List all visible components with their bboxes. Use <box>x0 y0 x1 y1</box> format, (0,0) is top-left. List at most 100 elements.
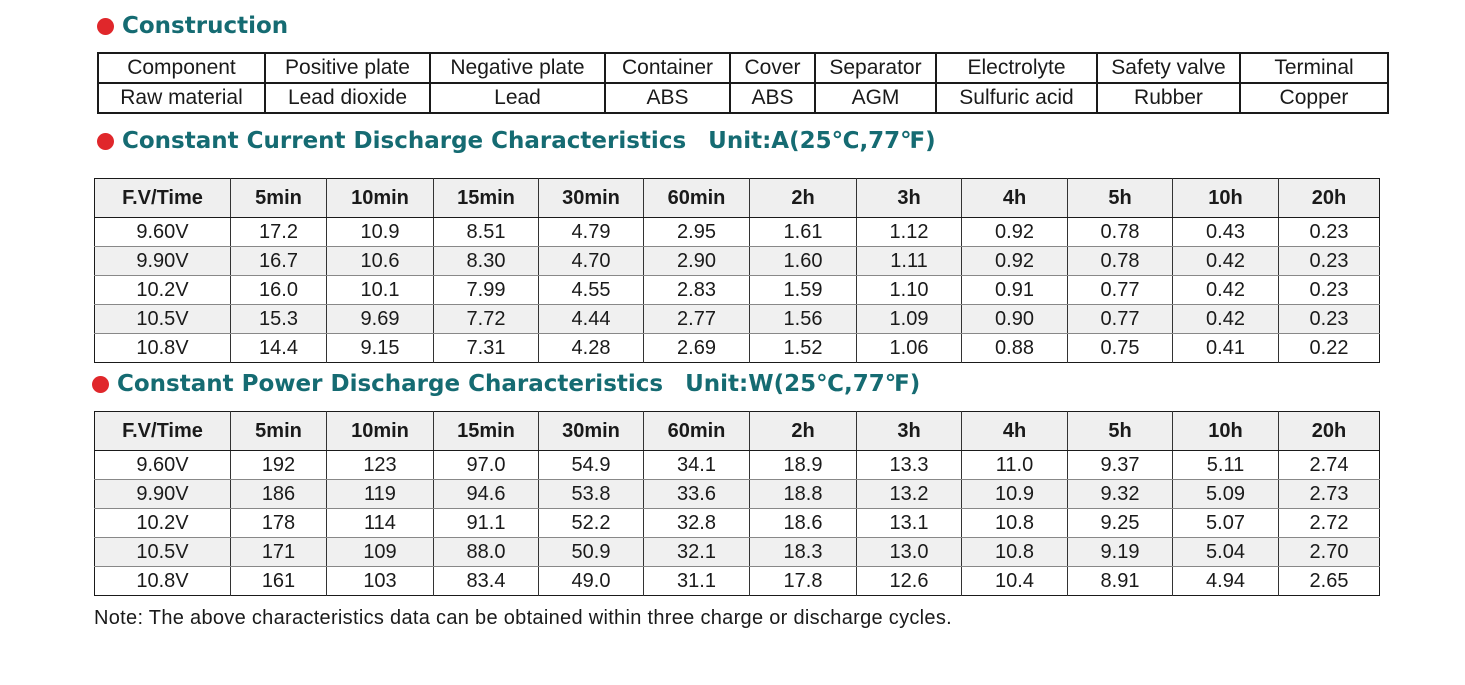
value-cell: 5.07 <box>1172 508 1279 538</box>
value-cell: 4.28 <box>538 333 644 363</box>
current-header-cell: 15min <box>433 178 539 218</box>
value-cell: 9.37 <box>1067 450 1173 480</box>
value-cell: 91.1 <box>433 508 539 538</box>
power-header-cell: 5h <box>1067 411 1173 451</box>
value-cell: 178 <box>230 508 327 538</box>
final-voltage-cell: 10.5V <box>94 537 231 567</box>
current-table-body: F.V/Time 5min 10min 15min 30min 60min 2h 3h 4h 5h… <box>94 178 1380 363</box>
final-voltage-cell: 9.60V <box>94 217 231 247</box>
value-cell: 33.6 <box>643 479 750 509</box>
value-cell: 11.0 <box>961 450 1068 480</box>
power-discharge-title: Constant Power Discharge Characteristics <box>117 371 664 397</box>
value-cell: 0.43 <box>1172 217 1279 247</box>
value-cell: 0.23 <box>1278 275 1380 305</box>
value-cell: 18.3 <box>749 537 857 567</box>
value-cell: 0.88 <box>961 333 1068 363</box>
current-header-cell: F.V/Time <box>94 178 231 218</box>
table-row: 10.8V 161 103 83.4 49.0 31.1 17.8 12.6 10.4 8.91 4… <box>95 566 1380 596</box>
current-header-cell: 30min <box>538 178 644 218</box>
value-cell: 31.1 <box>643 566 750 596</box>
value-cell: 0.92 <box>961 246 1068 276</box>
value-cell: 4.79 <box>538 217 644 247</box>
value-cell: 2.69 <box>643 333 750 363</box>
value-cell: 9.25 <box>1067 508 1173 538</box>
power-header-cell: 20h <box>1278 411 1380 451</box>
power-discharge-heading: Constant Power Discharge Characteristics… <box>92 371 920 397</box>
construction-header-cell: Cover <box>729 52 816 84</box>
construction-header-cell: Separator <box>814 52 937 84</box>
value-cell: 88.0 <box>433 537 539 567</box>
value-cell: 0.90 <box>961 304 1068 334</box>
value-cell: 0.75 <box>1067 333 1173 363</box>
power-header-cell: 60min <box>643 411 750 451</box>
value-cell: 192 <box>230 450 327 480</box>
value-cell: 1.11 <box>856 246 962 276</box>
final-voltage-cell: 9.90V <box>94 246 231 276</box>
value-cell: 109 <box>326 537 434 567</box>
power-header-cell: 10min <box>326 411 434 451</box>
value-cell: 9.32 <box>1067 479 1173 509</box>
value-cell: 97.0 <box>433 450 539 480</box>
value-cell: 8.51 <box>433 217 539 247</box>
red-bullet-icon <box>92 375 109 393</box>
construction-table: Component Positive plate Negative plate … <box>97 52 1389 114</box>
value-cell: 0.42 <box>1172 304 1279 334</box>
current-header-cell: 4h <box>961 178 1068 218</box>
value-cell: 16.7 <box>230 246 327 276</box>
value-cell: 9.15 <box>326 333 434 363</box>
value-cell: 0.77 <box>1067 304 1173 334</box>
construction-cell: Lead dioxide <box>264 82 431 114</box>
value-cell: 2.83 <box>643 275 750 305</box>
value-cell: 15.3 <box>230 304 327 334</box>
value-cell: 16.0 <box>230 275 327 305</box>
value-cell: 50.9 <box>538 537 644 567</box>
value-cell: 13.0 <box>856 537 962 567</box>
power-table-body: F.V/Time 5min 10min 15min 30min 60min 2h 3h 4h 5h… <box>94 411 1380 596</box>
construction-cell: Copper <box>1239 82 1389 114</box>
value-cell: 2.73 <box>1278 479 1380 509</box>
value-cell: 2.65 <box>1278 566 1380 596</box>
construction-header-cell: Electrolyte <box>935 52 1098 84</box>
value-cell: 2.77 <box>643 304 750 334</box>
value-cell: 1.09 <box>856 304 962 334</box>
value-cell: 0.42 <box>1172 246 1279 276</box>
construction-material-row: Raw material Lead dioxide Lead ABS ABS A… <box>97 82 1389 114</box>
construction-title: Construction <box>122 13 289 39</box>
value-cell: 1.06 <box>856 333 962 363</box>
value-cell: 49.0 <box>538 566 644 596</box>
value-cell: 0.23 <box>1278 304 1380 334</box>
value-cell: 17.2 <box>230 217 327 247</box>
value-cell: 9.19 <box>1067 537 1173 567</box>
final-voltage-cell: 10.5V <box>94 304 231 334</box>
construction-cell: AGM <box>814 82 937 114</box>
value-cell: 1.10 <box>856 275 962 305</box>
value-cell: 4.44 <box>538 304 644 334</box>
red-bullet-icon <box>97 17 114 35</box>
construction-header-row: Component Positive plate Negative plate … <box>97 52 1389 84</box>
power-header-cell: 3h <box>856 411 962 451</box>
value-cell: 2.72 <box>1278 508 1380 538</box>
value-cell: 10.8 <box>961 508 1068 538</box>
value-cell: 52.2 <box>538 508 644 538</box>
construction-header-cell: Safety valve <box>1096 52 1241 84</box>
power-unit-label: Unit:W(25℃,77℉) <box>685 371 921 397</box>
construction-cell: ABS <box>729 82 816 114</box>
value-cell: 5.11 <box>1172 450 1279 480</box>
value-cell: 0.77 <box>1067 275 1173 305</box>
power-header-cell: 2h <box>749 411 857 451</box>
final-voltage-cell: 10.8V <box>136 569 189 592</box>
value-cell: 8.30 <box>433 246 539 276</box>
value-cell: 186 <box>230 479 327 509</box>
power-header-cell: 4h <box>961 411 1068 451</box>
power-header-cell: 15min <box>433 411 539 451</box>
value-cell: 7.99 <box>433 275 539 305</box>
value-cell: 32.1 <box>643 537 750 567</box>
footnote: Note: The above characteristics data can… <box>94 607 952 629</box>
table-row: 9.90V 186 119 94.6 53.8 33.6 18.8 13.2 10.9 9.32 5… <box>94 479 1380 509</box>
value-cell: 4.55 <box>538 275 644 305</box>
final-voltage-cell: 10.2V <box>94 275 231 305</box>
power-header-cell: F.V/Time <box>94 411 231 451</box>
value-cell: 103 <box>326 566 434 596</box>
value-cell: 9.69 <box>326 304 434 334</box>
value-cell: 0.23 <box>1278 246 1380 276</box>
